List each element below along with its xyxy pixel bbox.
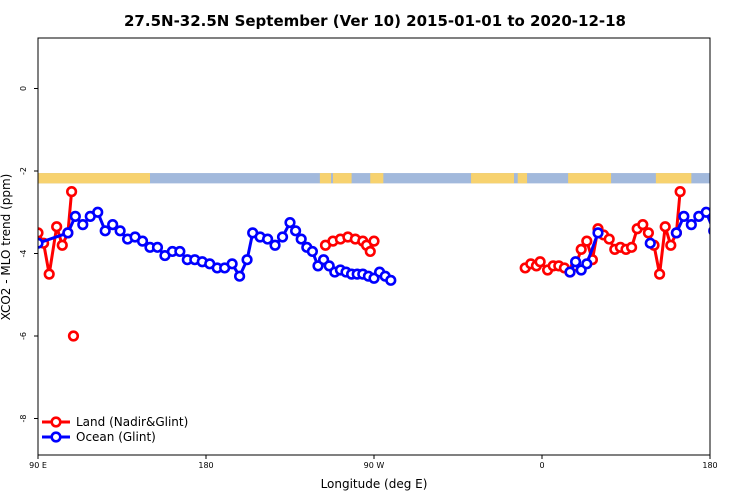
ocean-data-point [581, 258, 593, 270]
land-data-point [637, 219, 649, 231]
y-axis: 0 -2 -4 -6 -8 [19, 86, 38, 423]
land-data-point [43, 268, 55, 280]
series-layer [38, 186, 748, 342]
ocean-data-point [564, 266, 576, 278]
ocean-data-point [269, 239, 281, 251]
ocean-data-point [592, 227, 604, 239]
land-data-point [674, 186, 686, 198]
y-tick-label: -2 [19, 167, 28, 175]
land-strip-segment [568, 173, 612, 184]
land-strip-segment [370, 173, 384, 184]
ocean-data-point [174, 245, 186, 258]
land-data-point [665, 239, 677, 251]
land-data-point [642, 227, 655, 239]
land-strip-segment [38, 173, 150, 184]
legend-land-marker [50, 416, 62, 428]
ocean-data-point [732, 235, 741, 244]
x-tick-label: 180 [702, 461, 717, 470]
x-tick-label: 180 [198, 461, 213, 470]
ocean-data-point [284, 216, 296, 229]
land-data-point [368, 235, 380, 247]
land-data-point [625, 241, 638, 253]
land-strip-segment [517, 173, 528, 184]
land-data-point [653, 268, 666, 280]
ocean-data-point [700, 206, 710, 218]
ocean-data-point [685, 219, 697, 231]
land-data-point [364, 245, 376, 258]
land-strip-segment [655, 173, 692, 184]
ocean-data-point [226, 258, 238, 270]
land-data-point [56, 239, 68, 251]
land-data-point [51, 221, 63, 233]
ocean-data-point [69, 210, 81, 222]
ocean-data-point [569, 256, 582, 268]
y-tick-label: 0 [19, 86, 28, 91]
land-data-point [581, 235, 593, 247]
ocean-data-point [290, 225, 302, 237]
ocean-isolated-point [644, 237, 656, 249]
ocean-data-point [234, 270, 246, 282]
ocean-data-point [241, 254, 253, 266]
land-data-point [65, 186, 78, 198]
ocean-data-point [151, 241, 164, 253]
y-tick-label: -6 [19, 332, 28, 340]
legend: Land (Nadir&Glint) Ocean (Glint) [42, 415, 188, 444]
land-data-point [659, 221, 671, 233]
legend-ocean-marker [50, 431, 62, 443]
ocean-data-point [739, 233, 748, 242]
ocean-data-point [77, 219, 89, 231]
land-data-point [38, 233, 39, 241]
land-data-point [534, 256, 546, 268]
x-axis: 90 E 180 90 W 0 180 [29, 455, 718, 470]
legend-ocean-label: Ocean (Glint) [76, 430, 156, 444]
ocean-data-point [295, 233, 307, 245]
land-strip-segment [332, 173, 352, 184]
ocean-data-point [62, 227, 74, 239]
land-isolated-point [67, 330, 80, 342]
ocean-data-point [136, 235, 149, 247]
ocean-data-point [107, 219, 119, 231]
ocean-data-point [99, 225, 111, 237]
chart-title: 27.5N-32.5N September (Ver 10) 2015-01-0… [124, 12, 626, 30]
x-tick-label: 90 E [29, 461, 47, 470]
x-tick-label: 90 W [364, 461, 385, 470]
ocean-data-point [717, 220, 726, 229]
y-tick-label: -8 [19, 415, 28, 423]
ocean-data-point [276, 231, 289, 243]
ocean-data-point [724, 227, 733, 236]
ocean-data-point [92, 206, 104, 218]
ocean-data-point [670, 227, 683, 239]
ocean-data-point [262, 233, 274, 245]
land-data-point [603, 233, 615, 245]
x-axis-label: Longitude (deg E) [321, 477, 428, 491]
legend-land-label: Land (Nadir&Glint) [76, 415, 188, 429]
y-axis-label: XCO2 - MLO trend (ppm) [0, 174, 13, 321]
land-strip-segment [319, 173, 332, 184]
x-tick-label: 0 [539, 461, 544, 470]
land-isolated-point [711, 332, 720, 341]
y-tick-label: -4 [19, 250, 28, 258]
land-data-point [575, 243, 587, 255]
land-strip-segment [471, 173, 514, 184]
land-ocean-strip [38, 173, 710, 184]
ocean-data-point [708, 226, 710, 235]
ocean-data-point [114, 225, 126, 237]
ocean-data-point [678, 210, 690, 222]
ocean-data-point [306, 245, 319, 258]
ocean-data-point [385, 274, 397, 286]
series-group [38, 186, 748, 342]
